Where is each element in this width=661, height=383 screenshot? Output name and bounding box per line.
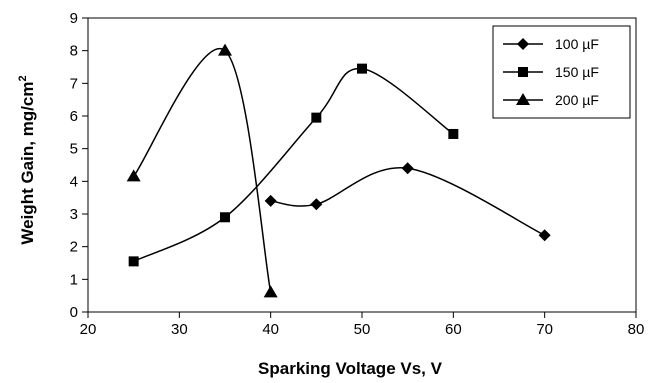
- y-tick-label: 6: [70, 108, 78, 125]
- series-square: [128, 63, 459, 267]
- legend-label: 100 µF: [555, 36, 599, 52]
- x-tick-label: 70: [536, 321, 553, 338]
- data-point-square: [311, 112, 322, 123]
- data-point-triangle: [218, 43, 232, 56]
- y-tick-label: 0: [70, 304, 78, 321]
- legend-label: 200 µF: [555, 92, 599, 108]
- legend-item: 150 µF: [503, 64, 599, 80]
- y-axis-title-main: Weight Gain, mg/cm: [18, 82, 37, 245]
- legend-item: 100 µF: [503, 36, 599, 52]
- y-tick-label: 7: [70, 75, 78, 92]
- series-line: [133, 47, 272, 293]
- data-point-diamond: [264, 194, 277, 207]
- legend-item: 200 µF: [503, 92, 599, 108]
- x-tick-label: 20: [80, 321, 97, 338]
- y-tick-label: 1: [70, 271, 78, 288]
- data-point-diamond: [538, 229, 551, 242]
- y-axis-title-superscript: 2: [17, 75, 29, 81]
- series-triangle: [126, 43, 278, 298]
- y-tick-label: 4: [70, 173, 78, 190]
- x-axis-title: Sparking Voltage Vs, V: [258, 359, 443, 378]
- x-tick-label: 30: [171, 321, 188, 338]
- data-point-square: [448, 128, 459, 139]
- data-point-diamond: [310, 198, 323, 211]
- x-tick-label: 40: [262, 321, 279, 338]
- data-point-square: [128, 256, 139, 267]
- y-tick-label: 9: [70, 10, 78, 27]
- y-tick-label: 3: [70, 206, 78, 223]
- data-point-square: [357, 63, 367, 74]
- y-tick-label: 2: [70, 239, 78, 256]
- data-point-triangle: [263, 285, 278, 298]
- data-point-triangle: [126, 169, 141, 182]
- data-point-diamond: [401, 162, 414, 175]
- y-tick-label: 8: [70, 43, 78, 60]
- legend-marker-square: [518, 67, 528, 77]
- y-axis-title: Weight Gain, mg/cm2: [17, 75, 37, 244]
- legend-label: 150 µF: [555, 64, 599, 80]
- series-line: [270, 167, 545, 236]
- data-point-square: [220, 212, 230, 223]
- legend-marker-triangle: [516, 93, 530, 105]
- series-diamond: [264, 162, 551, 242]
- legend: 100 µF 150 µF 200 µF: [492, 25, 631, 119]
- y-tick-label: 5: [70, 141, 78, 158]
- x-tick-label: 50: [354, 321, 371, 338]
- x-tick-label: 80: [628, 321, 645, 338]
- legend-marker-diamond: [517, 38, 529, 50]
- axes: 20 30 40 50 60 70 80 0 1 2 3 4 5 6 7 8 9: [70, 10, 645, 338]
- x-tick-label: 60: [445, 321, 462, 338]
- series-layer: [126, 43, 551, 298]
